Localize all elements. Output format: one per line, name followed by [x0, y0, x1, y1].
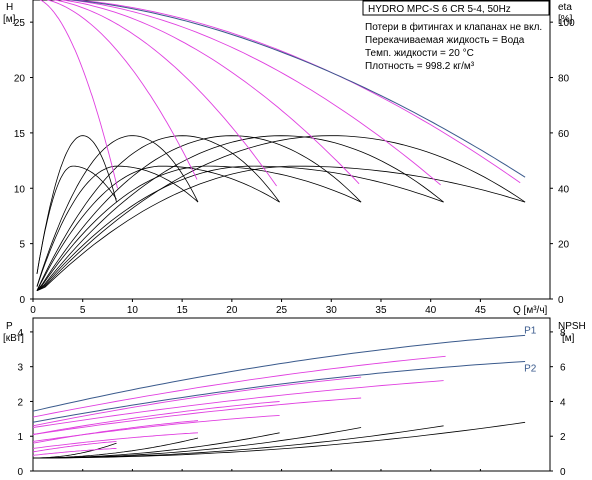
- head-efficiency-panel: HYDRO MPC-S 6 CR 5-4, 50Hz Потери в фити…: [3, 0, 575, 316]
- power-speed-curve: [32, 420, 199, 444]
- title-box: [362, 0, 550, 16]
- head-axis-unit: [м]: [3, 14, 16, 25]
- efficiency-tick-label: 40: [558, 184, 570, 195]
- power-speed-curve: [32, 376, 362, 427]
- efficiency-curve: [36, 165, 117, 274]
- efficiency-curve: [36, 165, 280, 291]
- head-tick-label: 5: [19, 240, 25, 251]
- npsh-tick-label: 6: [560, 363, 566, 374]
- power-speed-curve: [32, 401, 280, 435]
- efficiency-curve: [36, 165, 362, 291]
- npsh-curve: [32, 421, 526, 459]
- efficiency-curve: [36, 135, 199, 287]
- npsh-axis-unit: [м]: [562, 333, 575, 344]
- power-npsh-panel: P [кВт] NPSH [м] 0 1 2 3 4 0 2 4 6 8 P1 P2: [3, 317, 586, 478]
- head-axis-label: H: [6, 2, 13, 13]
- power-series-label: P2: [524, 363, 537, 374]
- flow-tick-label: 15: [177, 305, 189, 316]
- efficiency-curve: [36, 135, 280, 291]
- head-max-curve: [67, 0, 526, 178]
- npsh-tick-label: 4: [560, 397, 566, 408]
- head-speed-curve: [72, 0, 521, 184]
- flow-tick-label: 0: [30, 305, 36, 316]
- flow-tick-label: 35: [375, 305, 387, 316]
- head-speed-curve: [46, 0, 198, 180]
- head-tick-label: 20: [14, 74, 26, 85]
- note-line-4: Плотность = 998.2 кг/м³: [365, 61, 475, 72]
- head-speed-curve: [39, 0, 118, 189]
- note-line-1: Потери в фитингах и клапанах не вкл.: [365, 21, 542, 33]
- npsh-tick-label: 8: [560, 328, 566, 339]
- note-line-3: Темп. жидкости = 20 °C: [365, 48, 474, 59]
- power-curve-p2: [32, 361, 526, 423]
- power-tick-label: 3: [17, 363, 23, 374]
- power-speed-curve: [32, 432, 199, 449]
- flow-tick-label: 40: [425, 305, 437, 316]
- head-speed-curve: [65, 0, 441, 186]
- flow-axis-label: Q [м³/ч]: [513, 305, 548, 316]
- efficiency-curve: [36, 165, 199, 287]
- efficiency-tick-label: 0: [558, 295, 564, 306]
- power-series-label: P1: [524, 325, 537, 336]
- power-speed-curve: [32, 440, 117, 453]
- npsh-curve: [32, 425, 444, 459]
- head-tick-label: 25: [14, 18, 26, 29]
- efficiency-curve: [36, 165, 444, 292]
- npsh-tick-label: 0: [560, 467, 566, 478]
- efficiency-curve: [36, 135, 444, 292]
- efficiency-tick-label: 80: [558, 74, 570, 85]
- power-curve-p1: [32, 334, 526, 412]
- power-speed-curve: [32, 397, 362, 435]
- flow-tick-label: 5: [80, 305, 86, 316]
- power-tick-label: 0: [17, 467, 23, 478]
- head-tick-label: 10: [14, 184, 26, 195]
- efficiency-tick-label: 60: [558, 129, 570, 140]
- power-plot-frame: [32, 317, 551, 472]
- flow-tick-label: 30: [326, 305, 338, 316]
- flow-tick-label: 20: [226, 305, 238, 316]
- power-speed-curve: [32, 380, 444, 428]
- head-tick-label: 15: [14, 129, 26, 140]
- power-speed-curve: [32, 447, 117, 456]
- efficiency-curve: [36, 135, 117, 274]
- flow-tick-label: 10: [127, 305, 139, 316]
- chart-title: HYDRO MPC-S 6 CR 5-4, 50Hz: [368, 4, 511, 15]
- power-tick-label: 1: [17, 432, 23, 443]
- head-speed-curve: [52, 0, 277, 187]
- efficiency-axis-unit: [%]: [558, 14, 573, 25]
- power-tick-label: 2: [17, 397, 23, 408]
- efficiency-axis-label: eta: [558, 2, 572, 13]
- efficiency-tick-label: 20: [558, 240, 570, 251]
- power-speed-curve: [32, 355, 446, 418]
- power-tick-label: 4: [17, 328, 23, 339]
- flow-tick-label: 25: [276, 305, 288, 316]
- head-plot-frame: [32, 0, 551, 300]
- efficiency-curve: [36, 165, 526, 292]
- efficiency-curve: [36, 135, 526, 292]
- head-tick-label: 0: [19, 295, 25, 306]
- head-speed-curve: [58, 0, 360, 185]
- npsh-tick-label: 2: [560, 432, 566, 443]
- npsh-axis-label: NPSH: [558, 321, 586, 332]
- power-axis-label: P: [6, 321, 13, 332]
- efficiency-curve: [36, 135, 362, 291]
- flow-tick-label: 45: [475, 305, 487, 316]
- power-axis-unit: [кВт]: [3, 333, 24, 344]
- note-line-2: Перекачиваемая жидкость = Вода: [365, 35, 525, 46]
- efficiency-tick-label: 100: [558, 18, 575, 29]
